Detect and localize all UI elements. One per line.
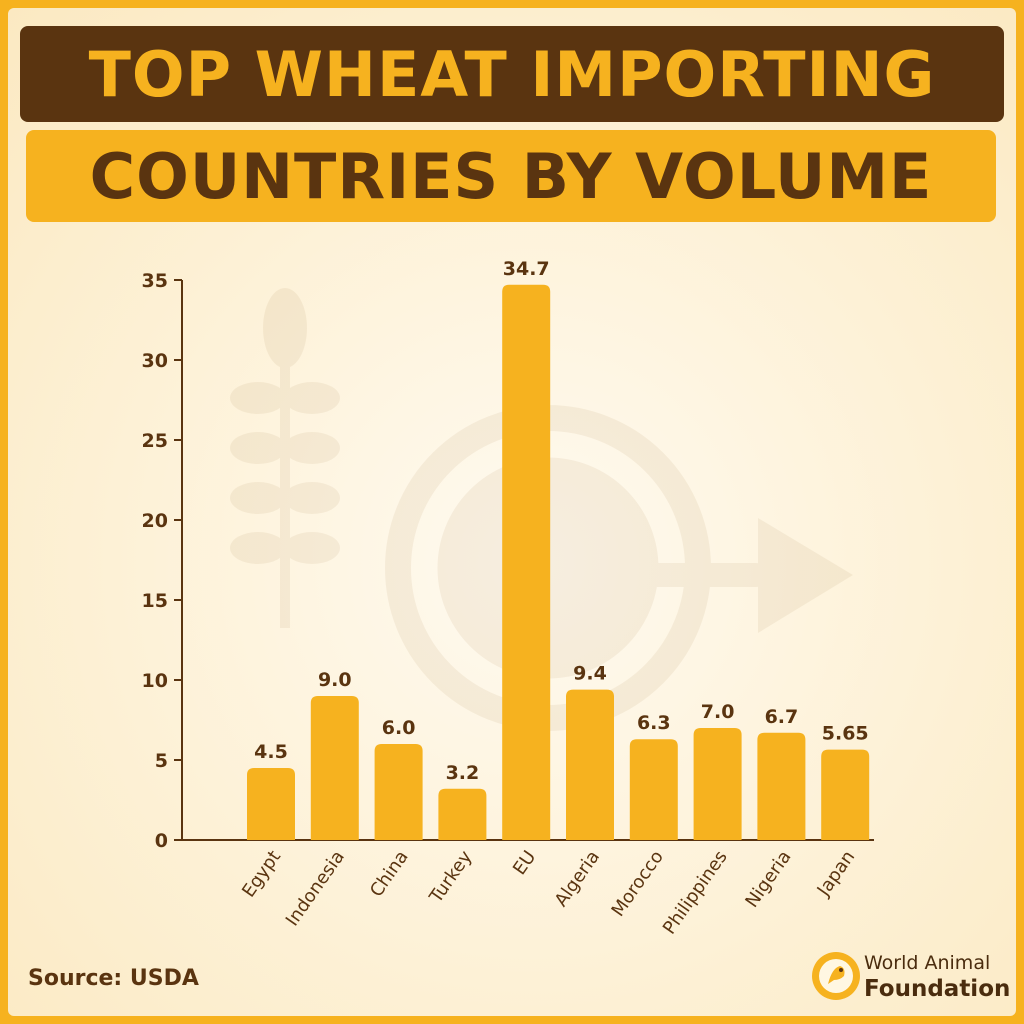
- bar-value-label: 7.0: [701, 701, 735, 723]
- y-tick-label: 15: [142, 590, 168, 612]
- bar: [629, 739, 678, 840]
- x-category-label: Morocco: [607, 847, 667, 921]
- x-category-label: Turkey: [425, 847, 477, 908]
- title-banner-top: TOP WHEAT IMPORTING: [20, 26, 1004, 122]
- title-line-2: COUNTRIES BY VOLUME: [89, 139, 933, 213]
- source-note: Source: USDA: [28, 966, 199, 991]
- bar-value-label: 34.7: [503, 258, 550, 280]
- x-category-label: Philippines: [659, 847, 732, 938]
- x-category-label: Algeria: [551, 847, 604, 911]
- x-category-label: China: [366, 847, 413, 901]
- y-tick-label: 20: [142, 510, 168, 532]
- bar: [821, 749, 870, 840]
- bar: [374, 744, 423, 840]
- title-banner-bottom: COUNTRIES BY VOLUME: [26, 130, 996, 222]
- x-category-label: Indonesia: [282, 847, 349, 930]
- x-category-label: Nigeria: [741, 847, 795, 912]
- bar: [247, 768, 295, 840]
- infographic-frame: TOP WHEAT IMPORTING COUNTRIES BY VOLUME …: [8, 8, 1016, 1016]
- bar-value-label: 4.5: [254, 741, 288, 763]
- bar-value-label: 3.2: [446, 762, 480, 784]
- bar-value-label: 5.65: [822, 723, 869, 745]
- bar: [693, 728, 742, 840]
- logo-text-line-1: World Animal: [864, 952, 991, 974]
- bar-chart: 0 5 10 15 20 25 30 35 4.5 Egypt 9.0 Indonesia 6.0 Ch…: [142, 258, 874, 938]
- y-tick-label: 0: [155, 830, 168, 852]
- x-category-label: Egypt: [238, 847, 285, 902]
- bar: [502, 284, 551, 840]
- y-tick-label: 10: [142, 670, 168, 692]
- bar-value-label: 9.0: [318, 669, 352, 691]
- bar-value-label: 6.0: [382, 717, 416, 739]
- logo-text-line-2: Foundation: [864, 976, 1011, 1002]
- chart-bars: [247, 284, 870, 840]
- bar-value-label: 6.7: [765, 706, 799, 728]
- x-category-label: Japan: [813, 847, 860, 901]
- logo-mark-icon: [812, 952, 860, 1000]
- chart-axes: 0 5 10 15 20 25 30 35: [142, 270, 874, 852]
- logo: World Animal Foundation: [808, 946, 1011, 1010]
- y-tick-label: 5: [155, 750, 168, 772]
- bar: [757, 732, 806, 840]
- y-tick-label: 35: [142, 270, 168, 292]
- bar: [310, 696, 359, 840]
- bar-value-label: 6.3: [637, 712, 671, 734]
- y-tick-label: 25: [142, 430, 168, 452]
- y-tick-label: 30: [142, 350, 168, 372]
- bar-value-label: 9.4: [573, 663, 607, 685]
- bar: [566, 689, 614, 840]
- bar: [438, 788, 487, 840]
- title-line-1: TOP WHEAT IMPORTING: [88, 37, 936, 111]
- x-category-label: EU: [509, 847, 540, 879]
